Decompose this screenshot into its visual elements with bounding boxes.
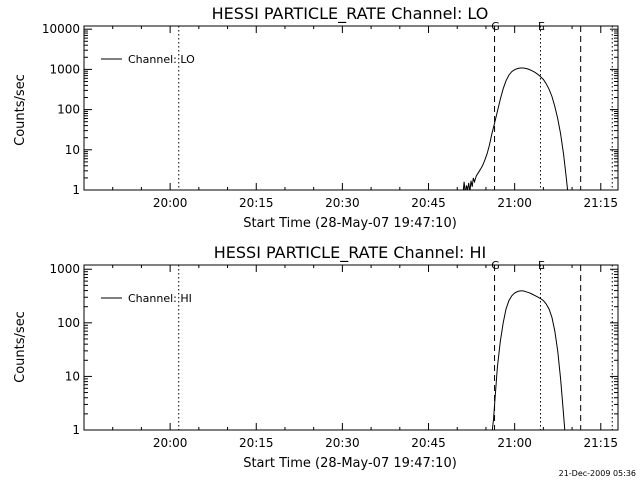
plot-frame xyxy=(83,25,619,191)
x-axis-label: Start Time (28-May-07 19:47:10) xyxy=(243,456,457,471)
plot-frame xyxy=(83,264,619,431)
legend-label: Channel: LO xyxy=(128,53,195,66)
marker-label: G xyxy=(491,20,500,33)
y-tick-label: 1000 xyxy=(49,62,80,76)
panel-hi: HESSI PARTICLE_RATE Channel: HI Start Ti… xyxy=(13,243,619,471)
series-line xyxy=(462,67,569,190)
y-tick-label: 1 xyxy=(72,183,80,197)
y-tick-label: 100 xyxy=(57,103,80,117)
y-tick-label: 10000 xyxy=(42,22,80,36)
footer-timestamp: 21-Dec-2009 05:36 xyxy=(559,469,636,478)
y-tick-label: 1 xyxy=(72,423,80,437)
marker-label: E xyxy=(538,259,545,272)
x-tick-label: 20:45 xyxy=(411,436,446,450)
y-axis-label: Counts/sec xyxy=(13,311,28,383)
x-tick-label: 20:15 xyxy=(239,196,274,210)
x-tick-label: 20:30 xyxy=(325,196,360,210)
y-tick-label: 10 xyxy=(65,369,80,383)
marker-label: E xyxy=(538,20,545,33)
x-tick-label: 20:00 xyxy=(153,436,188,450)
x-tick-label: 20:30 xyxy=(325,436,360,450)
panel-lo: HESSI PARTICLE_RATE Channel: LO Start Ti… xyxy=(13,4,619,231)
series-line xyxy=(491,290,566,430)
x-tick-label: 20:00 xyxy=(153,196,188,210)
x-axis-label: Start Time (28-May-07 19:47:10) xyxy=(243,216,457,231)
x-tick-label: 21:00 xyxy=(497,436,532,450)
y-tick-label: 1000 xyxy=(49,262,80,276)
y-tick-label: 10 xyxy=(65,143,80,157)
x-tick-label: 21:15 xyxy=(583,436,618,450)
x-tick-label: 21:00 xyxy=(497,196,532,210)
x-tick-label: 21:15 xyxy=(583,196,618,210)
x-tick-label: 20:45 xyxy=(411,196,446,210)
marker-label: G xyxy=(491,259,500,272)
y-axis-label: Counts/sec xyxy=(13,74,28,146)
y-tick-label: 100 xyxy=(57,316,80,330)
chart-title: HESSI PARTICLE_RATE Channel: LO xyxy=(212,4,489,24)
legend-label: Channel: HI xyxy=(128,292,192,305)
x-tick-label: 20:15 xyxy=(239,436,274,450)
chart-title: HESSI PARTICLE_RATE Channel: HI xyxy=(214,243,487,263)
